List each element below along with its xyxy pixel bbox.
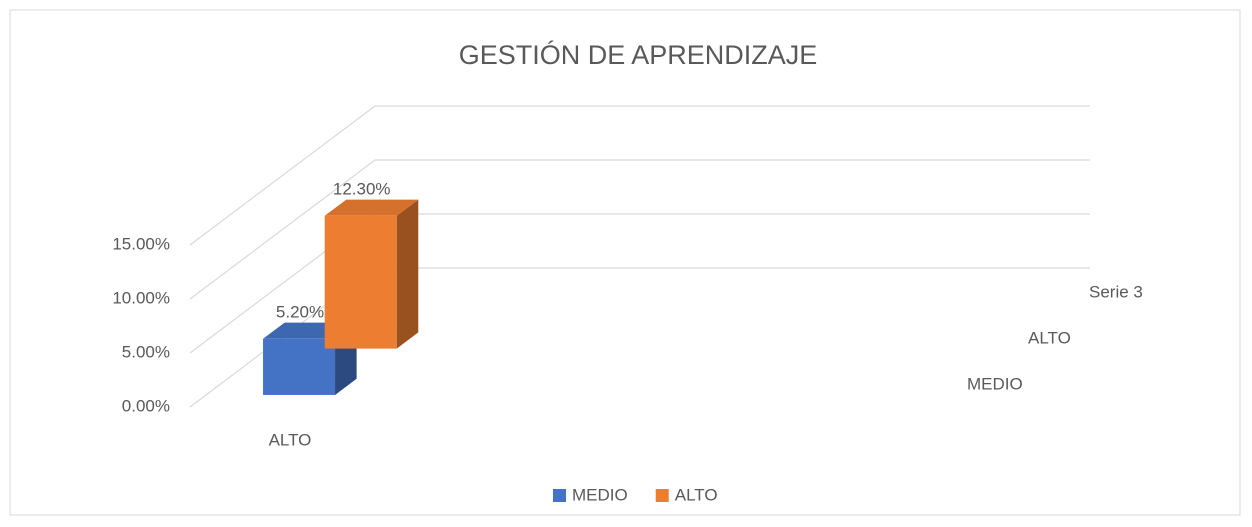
y-tick-label: 0.00% xyxy=(122,396,170,415)
depth-label: MEDIO xyxy=(967,374,1023,393)
y-tick-label: 15.00% xyxy=(112,234,170,253)
legend-label: MEDIO xyxy=(572,485,628,504)
bar xyxy=(324,215,397,349)
bar-top xyxy=(324,199,419,216)
data-label: 12.30% xyxy=(333,179,391,198)
legend-swatch xyxy=(553,489,566,502)
chart-title: GESTIÓN DE APRENDIZAJE xyxy=(459,39,818,70)
legend-swatch xyxy=(655,489,669,502)
depth-label: Serie 3 xyxy=(1089,282,1143,301)
grid-line xyxy=(189,159,376,300)
bar xyxy=(263,338,336,395)
grid-line xyxy=(189,105,376,246)
bar-side xyxy=(396,199,419,349)
depth-label: ALTO xyxy=(1028,328,1071,347)
chart-border xyxy=(9,9,1241,516)
x-tick-label: ALTO xyxy=(269,430,312,449)
y-tick-label: 10.00% xyxy=(112,288,170,307)
data-label: 5.20% xyxy=(276,302,324,321)
y-tick-label: 5.00% xyxy=(122,342,170,361)
legend-label: ALTO xyxy=(675,485,718,504)
